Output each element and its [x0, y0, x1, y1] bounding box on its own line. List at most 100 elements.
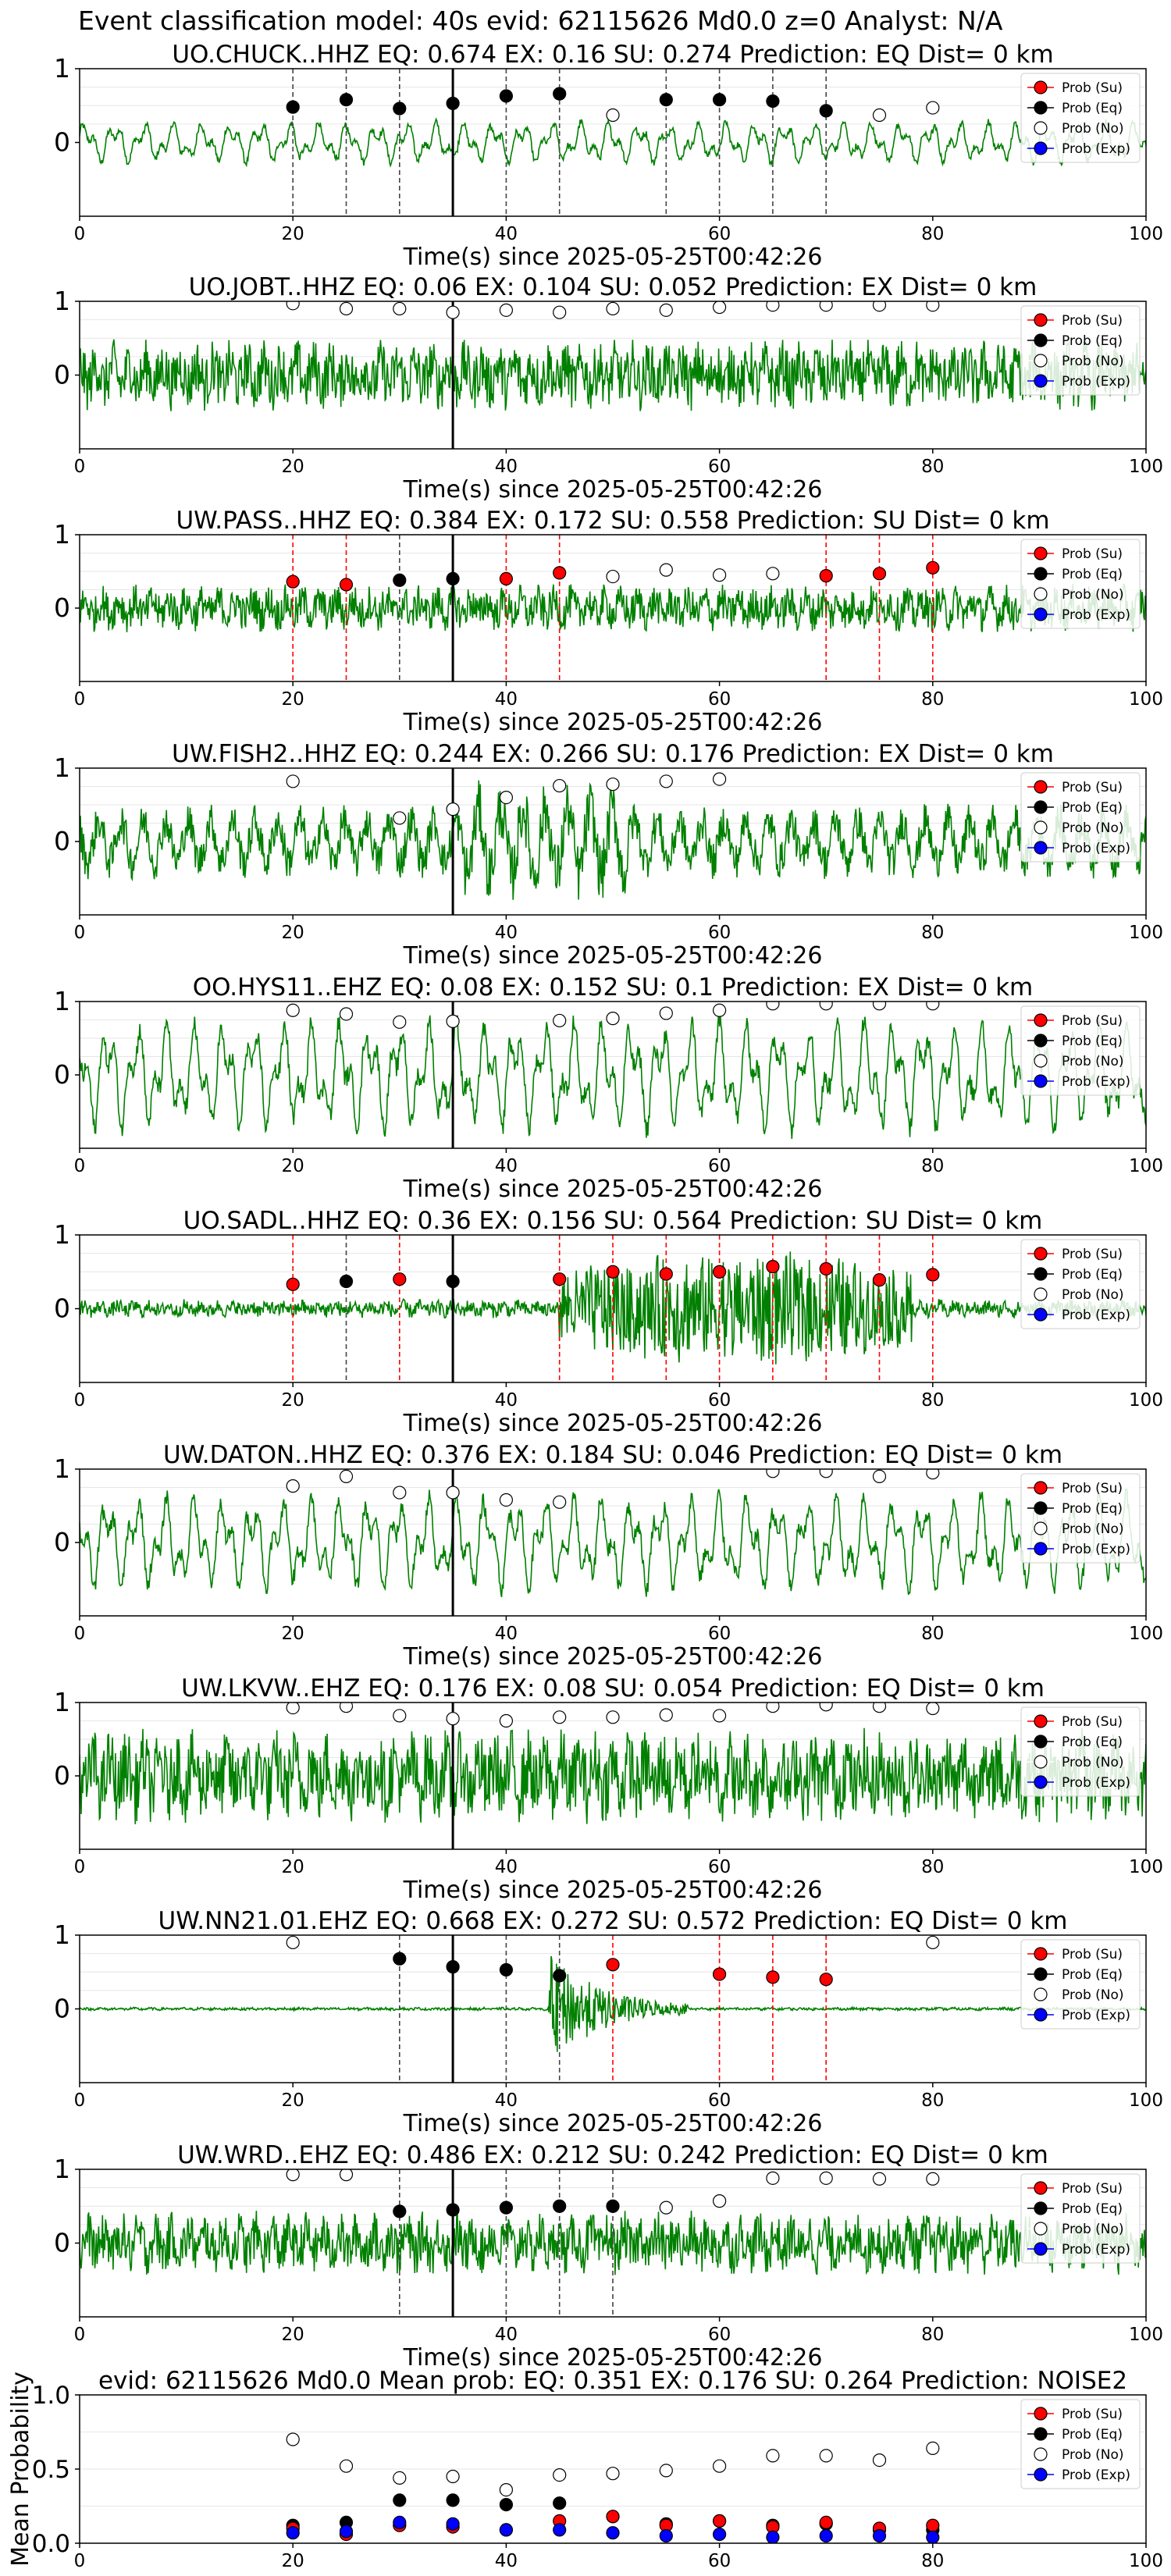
- legend-marker-eq: [1034, 101, 1048, 115]
- plot-area: [80, 535, 1146, 681]
- legend-label: Prob (Su): [1062, 1247, 1123, 1262]
- mean-point-no: [712, 2459, 727, 2473]
- waveform-trace: [80, 1488, 1146, 1598]
- x-tick-label: 100: [1129, 1390, 1163, 1411]
- legend-marker-eq: [1034, 1967, 1048, 1981]
- prob-point-eq: [286, 100, 300, 114]
- prob-point-eq: [819, 104, 833, 118]
- mean-point-no: [499, 2483, 514, 2497]
- plot-area: [80, 301, 1146, 449]
- prob-point-su: [286, 575, 300, 589]
- panel-title: evid: 62115626 Md0.0 Mean prob: EQ: 0.35…: [98, 2367, 1127, 2395]
- prob-point-no: [286, 2169, 300, 2182]
- prob-point-no: [766, 2171, 780, 2185]
- prob-point-no: [819, 1703, 833, 1712]
- x-tick-label: 20: [282, 2325, 304, 2345]
- y-tick-label: 1: [54, 519, 70, 550]
- prob-point-no: [819, 1002, 833, 1011]
- prob-point-no: [659, 1708, 673, 1722]
- prob-point-no: [712, 568, 727, 582]
- y-tick-label: 0: [54, 826, 70, 856]
- legend-marker-su: [1034, 780, 1048, 794]
- mean-point-exp: [712, 2528, 727, 2542]
- legend-box: [1020, 1706, 1141, 1797]
- x-tick-label: 60: [708, 1156, 731, 1176]
- prob-point-no: [926, 1469, 940, 1480]
- prob-point-su: [872, 1273, 887, 1287]
- prob-point-eq: [606, 2199, 620, 2213]
- x-tick-label: 100: [1129, 689, 1163, 710]
- prob-point-no: [339, 1007, 354, 1021]
- plot-area: [80, 1235, 1146, 1382]
- legend-marker-exp: [1034, 841, 1048, 855]
- legend-marker-exp: [1034, 2008, 1048, 2022]
- legend-label: Prob (Exp): [1062, 141, 1130, 157]
- x-tick-label: 20: [282, 1390, 304, 1411]
- mean-point-no: [286, 2432, 300, 2446]
- x-tick-label: 60: [708, 2551, 731, 2571]
- x-tick-label: 100: [1129, 2551, 1163, 2571]
- plot-area: [80, 69, 1146, 216]
- mean-point-no: [393, 2471, 407, 2485]
- legend-label: Prob (No): [1062, 1054, 1124, 1069]
- x-tick-label: 20: [282, 1156, 304, 1176]
- x-tick-label: 100: [1129, 224, 1163, 244]
- panel-10: UW.WRD..EHZ EQ: 0.486 EX: 0.212 SU: 0.24…: [54, 2141, 1163, 2371]
- prob-point-no: [446, 1712, 460, 1726]
- legend-label: Prob (Eq): [1062, 567, 1123, 582]
- x-tick-label: 40: [495, 1390, 518, 1411]
- panel-title: UO.SADL..HHZ EQ: 0.36 EX: 0.156 SU: 0.56…: [183, 1207, 1043, 1235]
- x-tick-label: 80: [921, 923, 944, 943]
- legend-label: Prob (Su): [1062, 80, 1123, 96]
- prob-point-su: [606, 1958, 620, 1972]
- legend-marker-eq: [1034, 2427, 1048, 2441]
- x-tick-label: 40: [495, 1156, 518, 1176]
- mean-point-eq: [393, 2493, 407, 2507]
- legend-marker-su: [1034, 546, 1048, 560]
- panel-title: UO.JOBT..HHZ EQ: 0.06 EX: 0.104 SU: 0.05…: [189, 273, 1038, 301]
- panel-3: UW.PASS..HHZ EQ: 0.384 EX: 0.172 SU: 0.5…: [54, 507, 1163, 736]
- prob-point-no: [766, 1703, 780, 1713]
- y-tick-label: 0: [54, 1293, 70, 1324]
- prob-point-no: [766, 301, 780, 312]
- legend-label: Prob (Exp): [1062, 1308, 1130, 1323]
- prob-point-no: [606, 301, 620, 316]
- mean-point-no: [766, 2449, 780, 2463]
- legend-marker-eq: [1034, 800, 1048, 814]
- legend-marker-no: [1034, 2222, 1048, 2236]
- waveform-trace: [80, 1727, 1146, 1824]
- legend-label: Prob (Su): [1062, 1013, 1123, 1029]
- legend-marker-no: [1034, 354, 1048, 368]
- y-tick-label: 0.0: [32, 2530, 70, 2558]
- prob-point-eq: [553, 2199, 567, 2213]
- legend-marker-eq: [1034, 2201, 1048, 2215]
- legend-marker-eq: [1034, 333, 1048, 347]
- x-tick-label: 100: [1129, 457, 1163, 477]
- mean-point-su: [926, 2518, 940, 2532]
- panel-8: UW.LKVW..EHZ EQ: 0.176 EX: 0.08 SU: 0.05…: [54, 1674, 1163, 1904]
- y-tick-label: 1: [54, 1219, 70, 1250]
- legend-marker-su: [1034, 313, 1048, 327]
- mean-point-exp: [926, 2530, 940, 2543]
- legend-label: Prob (Eq): [1062, 2427, 1123, 2443]
- prob-point-no: [286, 1479, 300, 1493]
- mean-point-exp: [339, 2524, 354, 2539]
- x-tick-label: 80: [921, 457, 944, 477]
- legend-box: [1020, 305, 1141, 396]
- legend-marker-su: [1034, 1247, 1048, 1261]
- x-tick-label: 0: [74, 1390, 86, 1411]
- prob-point-no: [926, 301, 940, 312]
- legend-label: Prob (Exp): [1062, 1542, 1130, 1557]
- y-tick-label: 0: [54, 127, 70, 158]
- legend-label: Prob (No): [1062, 1755, 1124, 1770]
- prob-point-no: [499, 1493, 514, 1507]
- prob-point-no: [553, 305, 567, 319]
- prob-point-su: [819, 1261, 833, 1276]
- x-tick-label: 60: [708, 1857, 731, 1877]
- plot-area: [80, 1935, 1146, 2083]
- prob-point-eq: [446, 1274, 460, 1289]
- prob-point-no: [606, 1012, 620, 1026]
- legend-marker-exp: [1034, 1542, 1048, 1556]
- panel-7: UW.DATON..HHZ EQ: 0.376 EX: 0.184 SU: 0.…: [54, 1441, 1163, 1670]
- prob-point-eq: [553, 1969, 567, 1983]
